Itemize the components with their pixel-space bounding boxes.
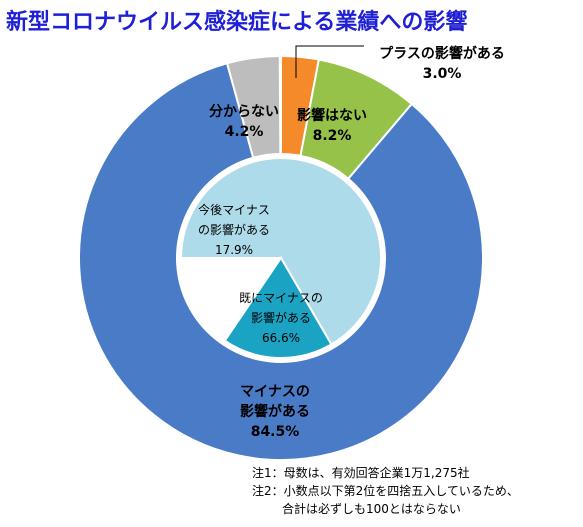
- slice-label-line: 影響がある: [251, 310, 311, 325]
- outer-ring: [78, 54, 484, 461]
- slice-value: 17.9%: [215, 243, 253, 257]
- slice-value: 8.2%: [313, 128, 352, 144]
- slice-label-line: プラスの影響がある: [379, 45, 505, 62]
- slice-value: 84.5%: [251, 424, 300, 440]
- outer-slice-label-0: プラスの影響がある 3.0%: [379, 45, 505, 82]
- slice-label-line: 今後マイナス: [198, 202, 270, 217]
- outer-slice-label-3: 分からない 4.2%: [209, 104, 279, 140]
- outer-slice-label-1: 影響はない 8.2%: [297, 107, 367, 144]
- footnotes: 注1：母数は、有効回答企業1万1,275社 注2：小数点以下第2位を四捨五入して…: [252, 464, 519, 518]
- footnote-2-continued: 合計は必ずしも100とはならない: [282, 502, 461, 516]
- inner-slice-1: [223, 256, 333, 359]
- outer-slice-3: [225, 54, 282, 160]
- slice-label-line: 影響がある: [240, 403, 310, 420]
- slice-value: 3.0%: [423, 66, 462, 82]
- outer-slice-label-2: マイナスの影響がある 84.5%: [240, 384, 310, 440]
- leader-line: [295, 45, 364, 78]
- chart-title: 新型コロナウイルス感染症による業績への影響: [6, 10, 468, 35]
- inner-slice-label-0: 既にマイナスの影響がある 66.6%: [239, 291, 323, 345]
- slice-label-line: 分からない: [209, 104, 279, 120]
- footnote-1: 注1：母数は、有効回答企業1万1,275社: [252, 466, 470, 480]
- slice-label-line: の影響がある: [198, 222, 270, 237]
- slice-label-line: 既にマイナスの: [239, 291, 323, 305]
- inner-ring: [179, 157, 382, 359]
- footnote-2: 注2：小数点以下第2位を四捨五入しているため、: [252, 484, 519, 498]
- slice-label-line: 影響はない: [297, 107, 367, 124]
- slice-label-line: マイナスの: [240, 384, 310, 400]
- outer-slice-2: [78, 62, 484, 461]
- inner-slice-label-1: 今後マイナスの影響がある 17.9%: [198, 202, 270, 257]
- slice-value: 66.6%: [262, 331, 300, 345]
- slice-value: 4.2%: [225, 124, 264, 140]
- inner-slice-0: [179, 157, 382, 346]
